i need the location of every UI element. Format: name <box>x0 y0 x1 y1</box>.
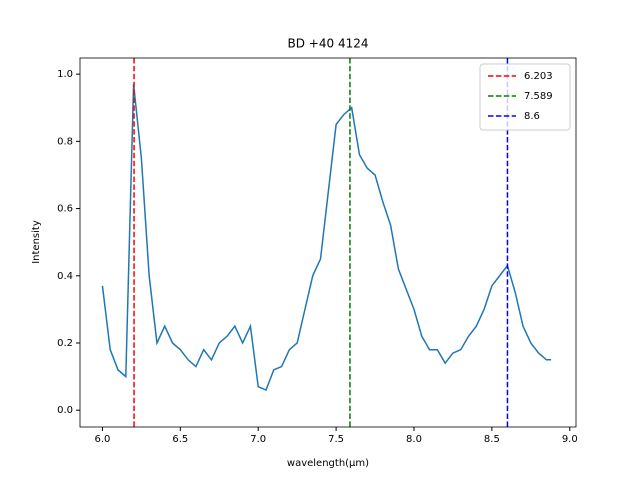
legend-label: 7.589 <box>524 91 553 102</box>
x-tick-label: 6.5 <box>172 434 188 445</box>
y-tick-label: 0.0 <box>57 405 73 416</box>
y-tick-label: 0.4 <box>57 271 73 282</box>
y-tick-label: 0.6 <box>57 204 73 215</box>
legend-box <box>479 63 571 131</box>
spectrum-line <box>101 84 552 392</box>
x-tick-label: 8.5 <box>484 434 500 445</box>
y-tick-label: 0.2 <box>57 338 73 349</box>
legend-label: 6.203 <box>524 71 553 82</box>
chart-title: BD +40 4124 <box>288 37 369 51</box>
axes-frame <box>79 57 577 428</box>
x-tick-label: 7.0 <box>250 434 266 445</box>
x-tick-label: 8.0 <box>406 434 422 445</box>
y-axis-label: Intensity <box>31 220 42 264</box>
x-tick-label: 6.0 <box>94 434 110 445</box>
legend-label: 8.6 <box>524 111 540 122</box>
y-tick-label: 1.0 <box>57 69 73 80</box>
x-axis-label: wavelength(μm) <box>287 458 369 469</box>
x-tick-label: 9.0 <box>562 434 578 445</box>
x-tick-label: 7.5 <box>328 434 344 445</box>
y-tick-label: 0.8 <box>57 136 73 147</box>
